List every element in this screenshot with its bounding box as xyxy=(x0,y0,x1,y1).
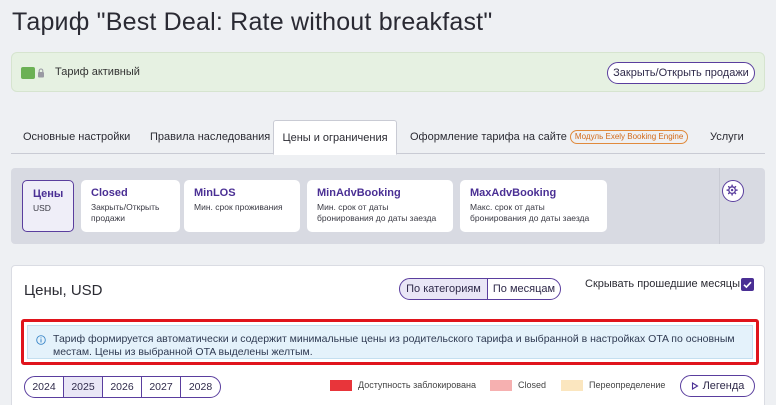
tab-label: Основные настройки xyxy=(23,131,131,143)
card-title: MaxAdvBooking xyxy=(470,187,557,199)
prices-panel: Цены, USD По категориям По месяцам Скрыв… xyxy=(11,265,765,405)
legend-button-label: Легенда xyxy=(702,380,745,392)
year-button[interactable]: 2026 xyxy=(103,377,142,397)
prices-title: Цены, USD xyxy=(24,282,103,299)
card-subtitle: Мин. срок от даты бронирования до даты з… xyxy=(317,202,437,223)
check-icon xyxy=(743,281,752,289)
hide-past-months-label: Скрывать прошедшие месяцы xyxy=(585,278,740,290)
play-icon xyxy=(691,381,699,390)
card-title: Цены xyxy=(33,188,64,200)
legend-label: Переопределение xyxy=(589,380,666,390)
settings-button[interactable] xyxy=(722,180,744,202)
year-selector: 2024 2025 2026 2027 2028 xyxy=(24,376,221,398)
card-maxadvbooking[interactable]: MaxAdvBooking Макс. срок от даты брониро… xyxy=(460,180,607,232)
tab-services[interactable]: Услуги xyxy=(710,120,744,154)
divider xyxy=(719,168,720,244)
legend-label: Доступность заблокирована xyxy=(358,380,476,390)
toggle-sales-button[interactable]: Закрыть/Открыть продажи xyxy=(607,62,755,84)
card-subtitle: Закрыть/Открыть продажи xyxy=(91,202,160,223)
card-title: Closed xyxy=(91,187,128,199)
tab-site-design[interactable]: Оформление тарифа на сайте Модуль Exely B… xyxy=(410,120,689,154)
year-button[interactable]: 2027 xyxy=(142,377,181,397)
card-subtitle: USD xyxy=(33,203,51,213)
tab-inheritance-rules[interactable]: Правила наследования xyxy=(150,120,270,154)
info-alert: Тариф формируется автоматически и содерж… xyxy=(27,325,753,359)
gear-icon xyxy=(726,184,738,196)
booking-engine-badge: Модуль Exely Booking Engine xyxy=(569,130,689,144)
tab-prices-restrictions[interactable]: Цены и ограничения xyxy=(273,120,397,155)
year-button-selected[interactable]: 2025 xyxy=(64,377,103,397)
year-button[interactable]: 2028 xyxy=(188,381,213,393)
tab-label: Цены и ограничения xyxy=(282,132,388,144)
card-minadvbooking[interactable]: MinAdvBooking Мин. срок от даты брониров… xyxy=(307,180,453,232)
tab-label: Правила наследования xyxy=(150,131,271,143)
legend-swatch xyxy=(561,380,583,391)
info-alert-text: Тариф формируется автоматически и содерж… xyxy=(53,333,735,358)
card-subtitle: Мин. срок проживания xyxy=(194,202,283,212)
page-title: Тариф "Best Deal: Rate without breakfast… xyxy=(12,8,493,36)
tab-label: Услуги xyxy=(710,131,744,143)
view-by-category-button[interactable]: По категориям xyxy=(399,278,488,300)
card-prices[interactable]: Цены USD xyxy=(22,180,74,232)
tab-basic-settings[interactable]: Основные настройки xyxy=(23,120,130,154)
year-button[interactable]: 2024 xyxy=(25,377,64,397)
info-icon xyxy=(36,335,46,345)
card-title: MinAdvBooking xyxy=(317,187,401,199)
legend-swatch xyxy=(330,380,352,391)
legend-label: Closed xyxy=(518,380,547,390)
info-alert-highlight: Тариф формируется автоматически и содерж… xyxy=(21,319,759,365)
active-toggle[interactable] xyxy=(21,67,45,79)
tab-label: Оформление тарифа на сайте xyxy=(410,131,567,143)
active-indicator xyxy=(21,67,35,79)
restriction-cards-panel: Цены USD Closed Закрыть/Открыть продажи … xyxy=(11,168,765,244)
hide-past-months-checkbox[interactable] xyxy=(741,278,754,291)
view-by-month-button[interactable]: По месяцам xyxy=(487,278,561,300)
lock-icon xyxy=(38,68,44,78)
card-title: MinLOS xyxy=(194,187,236,199)
card-subtitle: Макс. срок от даты бронирования до даты … xyxy=(470,202,590,223)
tab-bar: Основные настройки Правила наследования … xyxy=(11,120,765,155)
legend-swatch xyxy=(490,380,512,391)
rate-status-bar: Тариф активный Закрыть/Открыть продажи xyxy=(11,52,765,92)
card-closed[interactable]: Closed Закрыть/Открыть продажи xyxy=(81,180,180,232)
status-text: Тариф активный xyxy=(55,66,140,78)
card-minlos[interactable]: MinLOS Мин. срок проживания xyxy=(184,180,300,232)
legend-button[interactable]: Легенда xyxy=(680,375,755,397)
